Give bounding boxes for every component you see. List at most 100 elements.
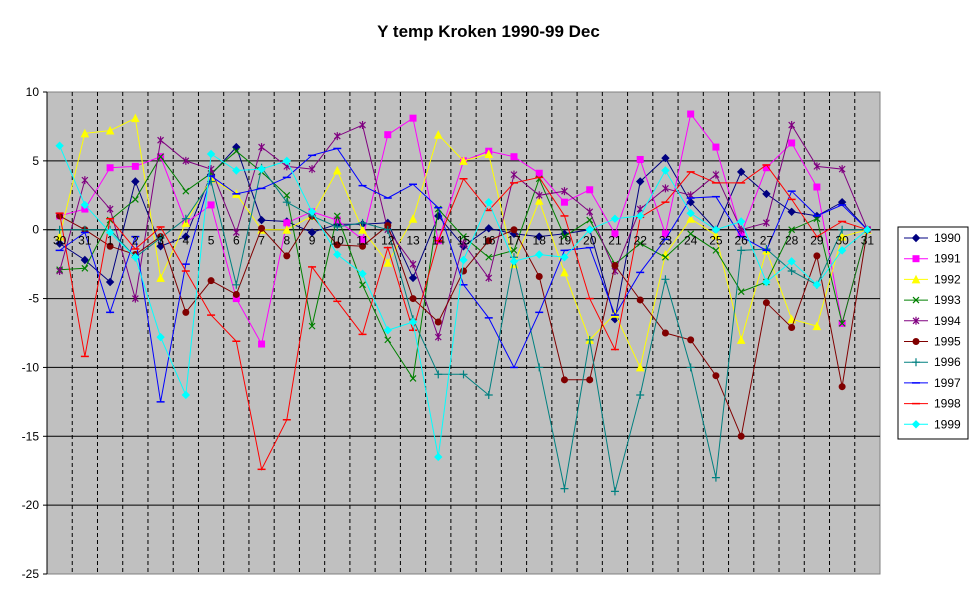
data-point [561,187,568,196]
data-point [181,390,191,400]
x-tick-label: 11 [356,234,369,248]
data-point [358,225,367,234]
data-point [156,233,165,242]
data-point [232,280,241,289]
data-point [460,233,467,241]
data-point [788,226,796,234]
data-point [409,114,417,122]
data-point [308,165,316,174]
y-tick-label: -5 [28,292,39,306]
data-point [838,225,847,234]
data-point [787,314,796,324]
data-point [332,165,342,175]
data-point [484,224,493,233]
data-point [509,257,519,266]
data-point [131,195,139,203]
y-tick-label: 10 [26,85,40,99]
x-tick-label: 14 [432,234,446,248]
data-point [662,253,669,261]
data-point [333,250,342,259]
data-point [813,252,821,260]
data-point [333,241,341,249]
x-tick-label: 21 [608,234,622,248]
data-point [535,363,544,372]
data-point [460,239,467,248]
y-tick-label: 5 [32,154,39,168]
data-point [459,370,468,379]
data-point [484,390,493,399]
data-point [333,222,342,231]
data-point [106,205,114,214]
data-point [182,308,190,316]
data-point [283,219,291,227]
data-point [813,215,821,223]
data-point [434,333,442,342]
data-point [181,232,191,241]
x-tick-label: 30 [835,234,849,248]
data-point [408,214,418,223]
data-point [686,208,695,218]
data-point [80,128,90,138]
x-tick-label: 8 [283,234,290,248]
data-point [131,253,140,262]
data-point [712,372,720,380]
x-tick-label: 1 [107,234,114,248]
data-point [560,376,568,384]
data-point [408,317,418,327]
data-point [181,218,191,227]
data-point [510,153,518,161]
data-point [81,264,89,272]
data-point [837,246,847,255]
data-point [459,156,468,165]
data-point [560,484,569,493]
data-point [585,335,594,344]
x-tick-label: 4 [182,234,189,248]
data-point [282,156,292,166]
data-point [359,281,366,289]
data-point [737,246,746,255]
data-point [534,196,544,205]
data-point [156,273,165,282]
data-point [611,262,619,270]
data-point [912,358,920,367]
y-tick-label: -15 [22,429,40,443]
x-tick-label: 31 [78,234,92,248]
data-point [157,136,165,145]
data-point [409,260,417,269]
x-tick-label: 2 [132,234,139,248]
legend-label: 1999 [934,417,961,431]
data-point [105,228,115,237]
data-point [408,273,418,283]
x-tick-label: 5 [208,234,215,248]
data-point [535,250,544,259]
data-point [535,191,543,200]
data-point [56,267,64,276]
data-point [636,390,645,399]
data-point [610,214,620,223]
legend-label: 1998 [934,397,961,411]
data-point [384,336,392,344]
x-tick-label: 20 [583,234,597,248]
x-tick-label: 31 [861,234,875,248]
data-point [434,452,443,462]
data-point [55,239,64,248]
data-point [308,322,316,330]
data-point [863,225,872,234]
data-point [535,169,543,177]
x-tick-label: 12 [381,234,395,248]
data-point [258,143,265,152]
x-tick-label: 26 [734,234,748,248]
data-point [762,218,770,227]
data-point [711,225,721,234]
data-point [359,235,367,243]
data-point [359,121,366,130]
data-point [131,294,139,303]
data-point [813,183,821,191]
data-point [535,273,543,281]
data-point [484,149,494,158]
data-point [737,288,745,296]
data-point [586,376,594,384]
data-point [282,198,291,207]
x-tick-label: 23 [659,234,673,248]
